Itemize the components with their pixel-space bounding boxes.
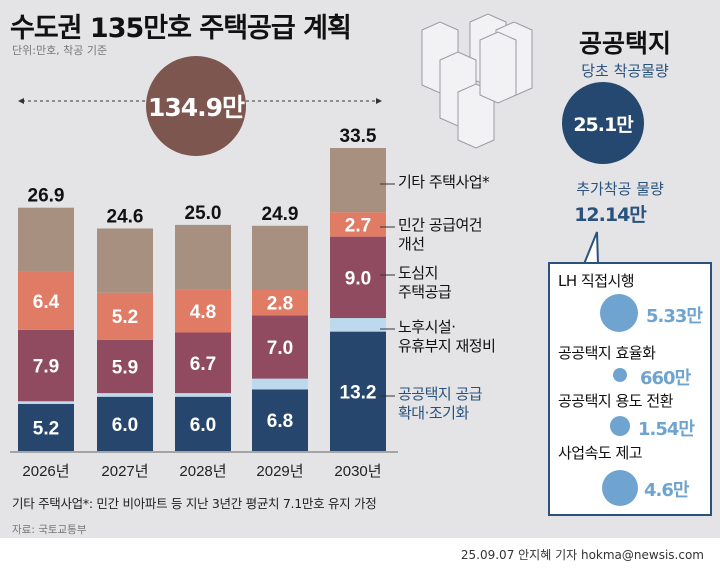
arrow-left-icon bbox=[18, 98, 24, 104]
x-tick-label: 2027년 bbox=[101, 463, 148, 480]
total-label: 24.6 bbox=[107, 206, 144, 227]
legend-other: 기타 주택사업* bbox=[398, 173, 490, 191]
bar-segment bbox=[330, 236, 386, 319]
bar-segment bbox=[330, 148, 386, 213]
additional-value: 12.14만 bbox=[574, 204, 647, 226]
item-dot bbox=[602, 470, 638, 506]
total-label: 24.9 bbox=[262, 204, 299, 225]
bar-segment bbox=[18, 207, 74, 272]
data-label: 5.2 bbox=[112, 307, 138, 328]
item-value: 1.54만 bbox=[638, 419, 695, 440]
source: 자료: 국토교통부 bbox=[12, 524, 87, 536]
total-circle: 134.9만 bbox=[146, 56, 246, 156]
data-label: 7.9 bbox=[33, 357, 59, 378]
bar-segment bbox=[97, 292, 153, 340]
total-label: 25.0 bbox=[185, 203, 222, 224]
x-tick-label: 2030년 bbox=[334, 463, 381, 480]
item-label: LH 직접시행 bbox=[558, 272, 635, 290]
additional-label: 추가착공 물량 bbox=[576, 180, 664, 198]
bar-segment bbox=[97, 339, 153, 394]
legend-urban: 도심지 주택공급 bbox=[398, 264, 452, 301]
bar-segment bbox=[18, 329, 74, 402]
bar-segment bbox=[175, 224, 231, 290]
item-dot bbox=[610, 416, 630, 436]
initial-label: 당초 착공물량 bbox=[581, 62, 669, 80]
bar-segment bbox=[18, 271, 74, 330]
data-label: 6.0 bbox=[112, 415, 138, 436]
credit: 25.09.07 안지혜 기자 hokma@newsis.com bbox=[460, 548, 704, 562]
bar-segment bbox=[330, 212, 386, 237]
data-label: 13.2 bbox=[340, 382, 377, 403]
bar-segment bbox=[175, 289, 231, 333]
item-label: 공공택지 용도 전환 bbox=[558, 392, 673, 410]
item-label: 공공택지 효율화 bbox=[558, 344, 656, 362]
total-label: 33.5 bbox=[340, 126, 377, 147]
bar-segment bbox=[252, 225, 308, 291]
bar-segment bbox=[18, 401, 74, 404]
initial-value-circle: 25.1만 bbox=[562, 82, 644, 164]
callout-pointer bbox=[583, 231, 599, 265]
x-tick-label: 2028년 bbox=[179, 463, 226, 480]
bar-segment bbox=[97, 228, 153, 293]
item-label: 사업속도 제고 bbox=[558, 444, 643, 462]
bar-segment bbox=[330, 331, 386, 451]
legend-old: 노후시설· 유휴부지 재정비 bbox=[398, 318, 496, 355]
legend-public: 공공택지 공급 확대·조기화 bbox=[398, 385, 483, 422]
bar-segment bbox=[252, 290, 308, 316]
data-label: 6.0 bbox=[190, 415, 216, 436]
total-label: 26.9 bbox=[28, 186, 65, 207]
additional-breakdown-box: LH 직접시행 5.33만 공공택지 효율화 660만 공공택지 용도 전환 1… bbox=[548, 262, 712, 516]
bar-segment bbox=[97, 393, 153, 397]
data-label: 5.9 bbox=[112, 357, 138, 378]
bar-segment bbox=[175, 393, 231, 397]
buildings-illustration bbox=[421, 13, 533, 149]
bar-segment bbox=[252, 378, 308, 390]
data-label: 6.7 bbox=[190, 354, 216, 375]
data-label: 7.0 bbox=[267, 338, 293, 359]
bar-segment bbox=[175, 396, 231, 451]
bar-segment bbox=[175, 332, 231, 394]
right-panel-title: 공공택지 bbox=[578, 29, 671, 58]
legend-private: 민간 공급여건 개선 bbox=[398, 216, 483, 253]
bar-segment bbox=[18, 403, 74, 451]
data-label: 5.2 bbox=[33, 418, 59, 439]
bar-segment bbox=[330, 318, 386, 332]
x-tick-label: 2029년 bbox=[256, 463, 303, 480]
arrow-right-icon bbox=[376, 98, 382, 104]
data-label: 4.8 bbox=[190, 302, 216, 323]
bar-segment bbox=[97, 396, 153, 451]
footnote: 기타 주택사업*: 민간 비아파트 등 지난 3년간 평균치 7.1만호 유지 … bbox=[12, 496, 377, 511]
item-value: 5.33만 bbox=[646, 306, 703, 327]
x-tick-label: 2026년 bbox=[22, 463, 69, 480]
item-dot bbox=[600, 294, 638, 332]
data-label: 2.8 bbox=[267, 294, 293, 315]
data-label: 6.4 bbox=[33, 292, 60, 313]
data-label: 9.0 bbox=[345, 268, 371, 289]
page-title: 수도권 135만호 주택공급 계획 bbox=[10, 13, 352, 44]
item-value: 660만 bbox=[640, 368, 691, 389]
chart-svg: 5.2 7.9 6.4 26.9 2026년 6.0 5.9 5.2 24.6 2027년 6.0 6… bbox=[10, 13, 533, 480]
unit-note: 단위:만호, 착공 기준 bbox=[12, 44, 108, 57]
bar-segment bbox=[252, 389, 308, 451]
data-label: 6.8 bbox=[267, 411, 293, 432]
data-label: 2.7 bbox=[345, 215, 371, 236]
item-value: 4.6만 bbox=[644, 480, 689, 501]
bar-segment bbox=[252, 315, 308, 379]
item-dot bbox=[613, 368, 627, 382]
